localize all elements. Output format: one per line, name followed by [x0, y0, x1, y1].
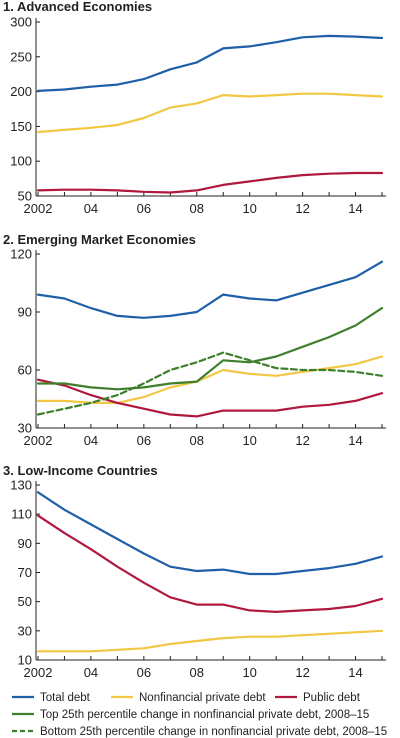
- x-tick-label: 06: [137, 201, 151, 216]
- legend-label-private: Nonfinancial private debt: [139, 692, 266, 704]
- series-line-private: [36, 92, 384, 134]
- y-tick-label: 50: [18, 189, 32, 204]
- y-tick-label: 10: [18, 653, 32, 668]
- series-line-private: [36, 629, 384, 653]
- series-line-public: [36, 378, 384, 418]
- x-tick-label: 06: [137, 433, 151, 448]
- panel-title: 3. Low-Income Countries: [3, 463, 158, 478]
- x-tick-label: 08: [190, 433, 204, 448]
- y-tick-label: 100: [10, 154, 32, 169]
- series-line-total: [36, 34, 384, 93]
- x-tick-label: 04: [84, 201, 98, 216]
- x-tick-label: 10: [242, 201, 256, 216]
- y-tick-label: 120: [10, 247, 32, 262]
- x-tick-label: 08: [190, 665, 204, 680]
- x-tick-label: 12: [295, 433, 309, 448]
- x-tick-label: 06: [137, 665, 151, 680]
- chart-panels: 1. Advanced Economies5010015020025030020…: [3, 0, 386, 680]
- x-tick-label: 12: [295, 201, 309, 216]
- x-tick-label: 14: [348, 201, 362, 216]
- x-tick-label: 2002: [24, 201, 53, 216]
- y-tick-label: 110: [11, 507, 32, 522]
- y-tick-label: 90: [18, 536, 32, 551]
- panel-2: 2. Emerging Market Economies 30 60 90 120 200…: [3, 232, 386, 448]
- y-tick-label: 30: [18, 421, 32, 436]
- panel-3: 3. Low-Income Countries 10 30 50 70 90 110 130 2…: [3, 463, 386, 680]
- y-tick-label: 300: [10, 15, 32, 30]
- legend-label-bottom25: Bottom 25th percentile change in nonfina…: [40, 726, 387, 738]
- panel-title: 1. Advanced Economies: [3, 0, 152, 14]
- y-tick-label: 200: [10, 84, 32, 99]
- x-tick-label: 10: [242, 433, 256, 448]
- series-line-bottom25: [36, 351, 384, 416]
- x-tick-label: 14: [348, 433, 362, 448]
- x-tick-label: 14: [348, 665, 362, 680]
- y-tick-label: 50: [18, 594, 32, 609]
- legend-label-top25: Top 25th percentile change in nonfinanci…: [40, 709, 369, 721]
- x-tick-label: 08: [190, 201, 204, 216]
- y-tick-label: 90: [18, 305, 32, 320]
- y-tick-label: 150: [10, 119, 32, 134]
- x-tick-label: 10: [242, 665, 256, 680]
- x-tick-label: 2002: [24, 433, 53, 448]
- x-tick-label: 04: [84, 433, 98, 448]
- legend: Total debt Nonfinancial private debt Pub…: [12, 692, 387, 738]
- x-tick-label: 04: [84, 665, 98, 680]
- series-line-public: [36, 514, 384, 614]
- y-tick-label: 60: [18, 363, 32, 378]
- y-tick-label: 30: [18, 623, 32, 638]
- panel-1: 1. Advanced Economies 50 100 150 200 250 300 20…: [3, 0, 386, 216]
- y-tick-label: 70: [18, 565, 32, 580]
- x-tick-label: 2002: [24, 665, 53, 680]
- y-tick-label: 250: [10, 49, 32, 64]
- series-line-total: [36, 491, 384, 576]
- series-line-total: [36, 260, 384, 319]
- legend-label-total: Total debt: [40, 692, 91, 704]
- legend-label-public: Public debt: [303, 692, 361, 704]
- y-tick-label: 130: [10, 478, 32, 493]
- series-line-top25: [36, 307, 384, 391]
- series-line-private: [36, 355, 384, 404]
- x-tick-label: 12: [295, 665, 309, 680]
- series-line-public: [36, 171, 384, 194]
- panel-title: 2. Emerging Market Economies: [3, 232, 196, 247]
